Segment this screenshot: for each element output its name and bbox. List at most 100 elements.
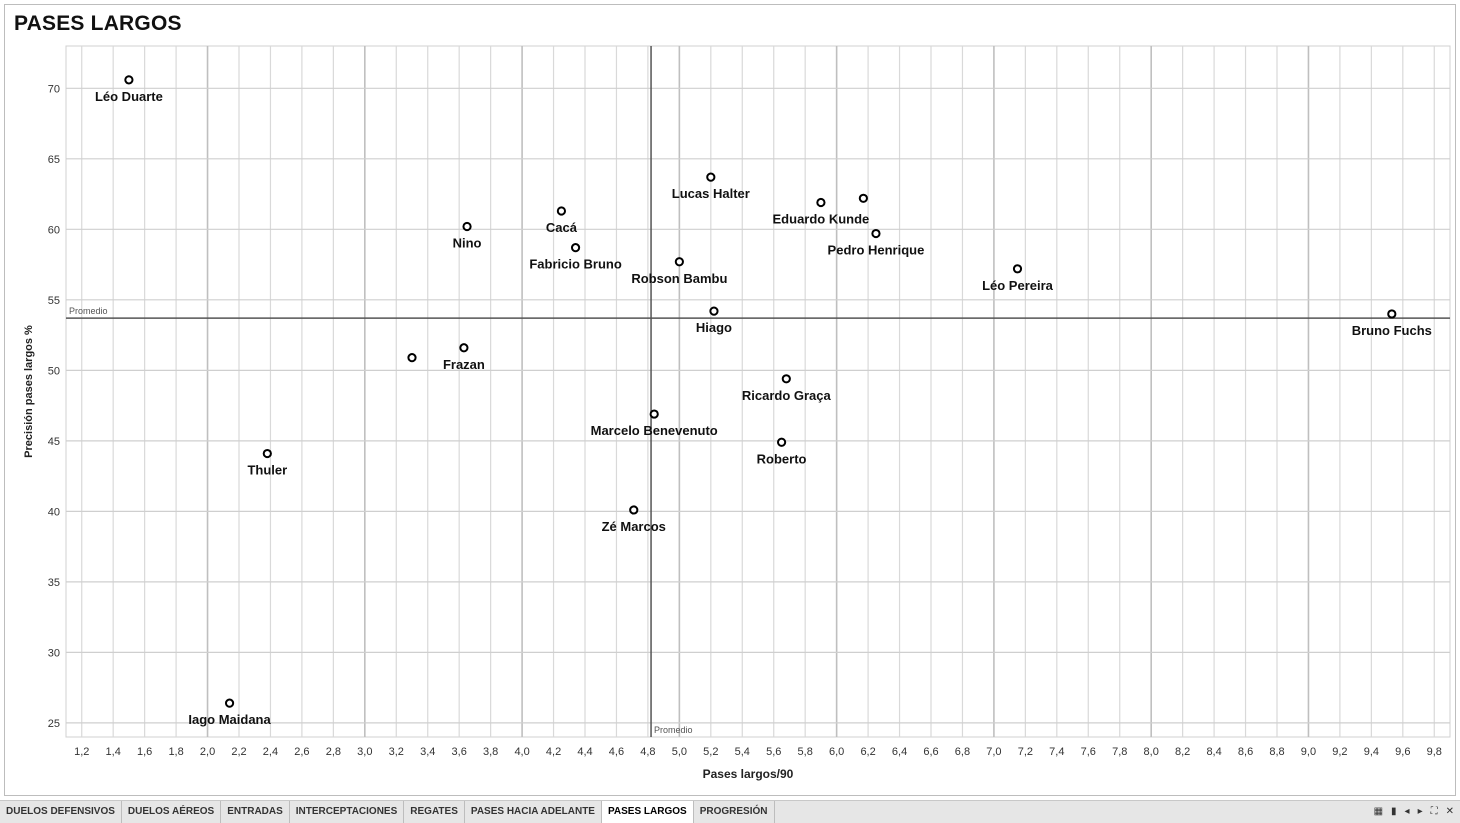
data-point[interactable] xyxy=(871,228,881,239)
plot-area xyxy=(65,45,1451,738)
data-label: Zé Marcos xyxy=(602,519,666,534)
data-point[interactable] xyxy=(629,505,639,515)
data-point[interactable] xyxy=(224,698,235,708)
x-tick-label: 8,0 xyxy=(1144,746,1159,758)
y-tick-label: 30 xyxy=(48,647,60,659)
x-tick-label: 9,8 xyxy=(1427,746,1442,758)
data-point[interactable] xyxy=(1387,309,1397,319)
sheet-tab[interactable]: DUELOS DEFENSIVOS xyxy=(0,801,122,823)
data-point[interactable] xyxy=(781,374,791,384)
y-axis-label: Precisión pases largos % xyxy=(23,325,35,458)
data-label: Nino xyxy=(453,236,482,251)
next-page-icon[interactable]: ▸ xyxy=(1417,806,1423,817)
data-point[interactable] xyxy=(776,437,787,447)
data-label: Bruno Fuchs xyxy=(1352,323,1432,338)
sheet-tab[interactable]: PROGRESIÓN xyxy=(694,801,775,823)
x-tick-label: 2,0 xyxy=(200,746,215,758)
data-label: Ricardo Graça xyxy=(742,388,832,403)
x-tick-label: 9,2 xyxy=(1332,746,1347,758)
x-tick-label: 7,6 xyxy=(1081,746,1096,758)
data-point[interactable] xyxy=(816,197,826,208)
x-tick-label: 5,6 xyxy=(766,746,781,758)
data-point[interactable] xyxy=(462,221,472,232)
x-tick-label: 6,0 xyxy=(829,746,844,758)
x-tick-label: 9,6 xyxy=(1395,746,1410,758)
x-tick-label: 1,4 xyxy=(106,746,121,758)
y-tick-label: 55 xyxy=(48,295,60,307)
y-average-label: Promedio xyxy=(69,306,108,316)
data-label: Léo Duarte xyxy=(95,89,163,104)
data-label: Lucas Halter xyxy=(672,186,750,201)
x-tick-label: 4,6 xyxy=(609,746,624,758)
y-tick-label: 45 xyxy=(48,436,60,448)
x-tick-label: 6,8 xyxy=(955,746,970,758)
sheet-tab[interactable]: PASES LARGOS xyxy=(601,801,694,823)
y-tick-label: 40 xyxy=(48,506,60,518)
x-tick-label: 8,8 xyxy=(1269,746,1284,758)
data-point[interactable] xyxy=(570,243,581,253)
grid-view-icon[interactable]: ▦ xyxy=(1373,806,1384,817)
data-label: Léo Pereira xyxy=(982,278,1054,293)
x-tick-label: 6,4 xyxy=(892,746,907,758)
x-average-label: Promedio xyxy=(654,725,693,735)
data-point[interactable] xyxy=(706,172,716,182)
scatter-chart: 1,2 1,4 1,6 1,8 2,0 2,2 2,4 2,6 2,8 3,0 3,2 3,4 3,6 3… xyxy=(23,45,1451,781)
data-point[interactable] xyxy=(556,206,567,216)
x-tick-label: 1,8 xyxy=(168,746,183,758)
x-tick-label: 6,6 xyxy=(923,746,938,758)
x-tick-label: 7,2 xyxy=(1018,746,1033,758)
page-icon[interactable]: ▮ xyxy=(1391,806,1397,817)
x-tick-label: 8,2 xyxy=(1175,746,1190,758)
x-tick-label: 9,0 xyxy=(1301,746,1316,758)
x-tick-label: 7,4 xyxy=(1049,746,1064,758)
x-tick-label: 5,2 xyxy=(703,746,718,758)
sheet-tab[interactable]: REGATES xyxy=(404,801,465,823)
x-tick-label: 6,2 xyxy=(860,746,875,758)
x-tick-label: 2,2 xyxy=(231,746,246,758)
data-label: Frazan xyxy=(443,357,485,372)
first-page-icon[interactable]: ◂ xyxy=(1404,806,1410,817)
y-tick-label: 35 xyxy=(48,577,60,589)
data-point[interactable] xyxy=(709,306,719,316)
data-point[interactable] xyxy=(674,257,684,267)
data-point[interactable] xyxy=(262,448,272,459)
sheet-tab[interactable]: DUELOS AÉREOS xyxy=(122,801,222,823)
x-tick-label: 5,4 xyxy=(735,746,750,758)
data-label: Pedro Henrique xyxy=(828,243,925,258)
data-point[interactable] xyxy=(1012,264,1023,274)
data-label: Thuler xyxy=(247,463,287,478)
x-tick-label: 4,4 xyxy=(577,746,592,758)
sheet-navigation: ▦ ▮ ◂ ▸ ⛶ ✕ xyxy=(1374,801,1454,823)
sheet-tab[interactable]: ENTRADAS xyxy=(221,801,290,823)
data-label: Roberto xyxy=(757,451,807,466)
data-point[interactable] xyxy=(858,193,868,203)
y-tick-label: 65 xyxy=(48,154,60,166)
data-label: Cacá xyxy=(546,220,578,235)
close-icon[interactable]: ✕ xyxy=(1445,806,1454,817)
data-point[interactable] xyxy=(407,353,417,363)
sheet-tab[interactable]: INTERCEPTACIONES xyxy=(290,801,405,823)
x-tick-label: 9,4 xyxy=(1364,746,1379,758)
y-tick-label: 60 xyxy=(48,224,60,236)
x-tick-label: 3,8 xyxy=(483,746,498,758)
x-tick-label: 7,8 xyxy=(1112,746,1127,758)
x-tick-label: 7,0 xyxy=(986,746,1001,758)
page-title: PASES LARGOS xyxy=(14,12,182,35)
data-point[interactable] xyxy=(459,343,469,353)
y-tick-label: 70 xyxy=(48,83,60,95)
x-tick-label: 8,6 xyxy=(1238,746,1253,758)
x-tick-label: 3,0 xyxy=(357,746,372,758)
data-point[interactable] xyxy=(124,75,134,85)
x-axis-label: Pases largos/90 xyxy=(703,767,794,781)
data-point[interactable] xyxy=(649,409,659,419)
x-tick-label: 4,2 xyxy=(546,746,561,758)
fullscreen-icon[interactable]: ⛶ xyxy=(1430,806,1438,817)
x-tick-label: 2,4 xyxy=(263,746,278,758)
x-tick-label: 8,4 xyxy=(1206,746,1221,758)
data-label: Iago Maidana xyxy=(188,712,271,727)
sheet-tab[interactable]: PASES HACIA ADELANTE xyxy=(465,801,602,823)
data-label: Fabricio Bruno xyxy=(529,257,622,272)
x-tick-label: 3,6 xyxy=(452,746,467,758)
data-label: Robson Bambu xyxy=(631,271,727,286)
sheet-tab-bar: DUELOS DEFENSIVOS DUELOS AÉREOS ENTRADAS IN… xyxy=(0,800,1460,823)
